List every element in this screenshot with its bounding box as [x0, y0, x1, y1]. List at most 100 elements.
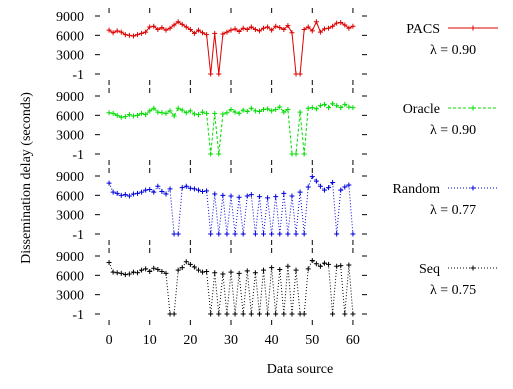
data-point	[110, 269, 116, 275]
data-point	[244, 27, 250, 33]
x-tick-label: 40	[265, 333, 279, 348]
data-point	[216, 71, 222, 77]
data-point	[143, 266, 149, 272]
data-point	[277, 267, 283, 273]
data-point	[338, 105, 344, 111]
data-point	[321, 260, 327, 266]
data-point	[305, 24, 311, 30]
data-point	[155, 27, 161, 33]
data-point	[281, 27, 287, 33]
data-point	[317, 29, 323, 35]
data-point	[155, 183, 161, 189]
data-point	[293, 231, 299, 237]
data-point	[269, 231, 275, 237]
data-point	[240, 107, 246, 113]
data-point	[301, 27, 307, 33]
data-point	[285, 231, 291, 237]
data-point	[167, 186, 173, 192]
data-point	[151, 189, 157, 195]
data-point	[265, 311, 271, 317]
data-point	[265, 106, 271, 112]
data-point	[159, 188, 165, 194]
data-point	[289, 193, 295, 199]
panel-seq: 9000 6000 3000 -1 Seq λ = 0.75	[56, 248, 498, 325]
data-point	[281, 311, 287, 317]
data-point	[110, 189, 116, 195]
data-point	[155, 267, 161, 273]
data-point	[252, 108, 258, 114]
y-tick-label: -1	[72, 68, 84, 83]
data-point	[212, 191, 218, 197]
data-point	[159, 110, 165, 116]
x-tick-label: 10	[143, 333, 157, 348]
data-point	[106, 110, 112, 116]
data-point	[334, 20, 340, 26]
y-tick-label: 3000	[56, 49, 84, 64]
lambda-annotation: λ = 0.90	[430, 43, 476, 58]
panel-pacs: 9000 6000 3000 -1 PACS λ = 0.90	[56, 8, 498, 85]
data-point	[114, 270, 120, 276]
data-point	[135, 32, 141, 38]
data-point	[114, 28, 120, 34]
data-point	[346, 262, 352, 268]
data-point	[326, 25, 332, 31]
data-point	[330, 179, 336, 185]
data-point	[309, 28, 315, 34]
data-point	[200, 188, 206, 194]
data-point	[313, 19, 319, 25]
data-point	[317, 263, 323, 269]
data-point	[204, 110, 210, 116]
data-point	[130, 269, 136, 275]
data-point	[334, 263, 340, 269]
data-point	[143, 187, 149, 193]
data-point	[200, 30, 206, 36]
data-point	[248, 105, 254, 111]
data-point	[216, 231, 222, 237]
data-point	[208, 71, 214, 77]
x-tick-label: 0	[106, 333, 113, 348]
data-point	[232, 26, 238, 32]
panel-random: 9000 6000 3000 -1 Random λ = 0.77	[56, 168, 498, 245]
data-point	[261, 231, 267, 237]
data-point	[220, 31, 226, 37]
data-point	[118, 192, 124, 198]
data-point	[326, 105, 332, 111]
data-point	[118, 114, 124, 120]
data-point	[224, 311, 230, 317]
data-point	[273, 311, 279, 317]
data-point	[126, 193, 132, 199]
data-point	[171, 22, 177, 28]
data-point	[236, 270, 242, 276]
data-point	[285, 263, 291, 269]
legend-marker	[470, 105, 476, 111]
data-point	[208, 311, 214, 317]
data-point	[232, 109, 238, 115]
y-tick-label: 9000	[56, 10, 84, 25]
data-point	[309, 105, 315, 111]
data-point	[130, 191, 136, 197]
data-point	[326, 185, 332, 191]
data-point	[187, 261, 193, 267]
panel-oracle: 9000 6000 3000 -1 Oracle λ = 0.90	[56, 88, 498, 165]
data-point	[204, 32, 210, 38]
data-point	[313, 106, 319, 112]
y-tick-label: 3000	[56, 129, 84, 144]
data-point	[139, 110, 145, 116]
data-point	[139, 30, 145, 36]
legend-label-seq: Seq	[419, 262, 440, 277]
data-point	[167, 108, 173, 114]
data-point	[204, 188, 210, 194]
data-point	[114, 190, 120, 196]
data-point	[244, 268, 250, 274]
data-point	[301, 231, 307, 237]
data-point	[151, 265, 157, 271]
data-point	[228, 107, 234, 113]
x-tick-label: 30	[224, 333, 238, 348]
data-point	[220, 111, 226, 117]
data-point	[179, 185, 185, 191]
data-point	[122, 192, 128, 198]
data-point	[187, 185, 193, 191]
data-point	[342, 184, 348, 190]
data-point	[171, 113, 177, 119]
data-point	[309, 174, 315, 180]
